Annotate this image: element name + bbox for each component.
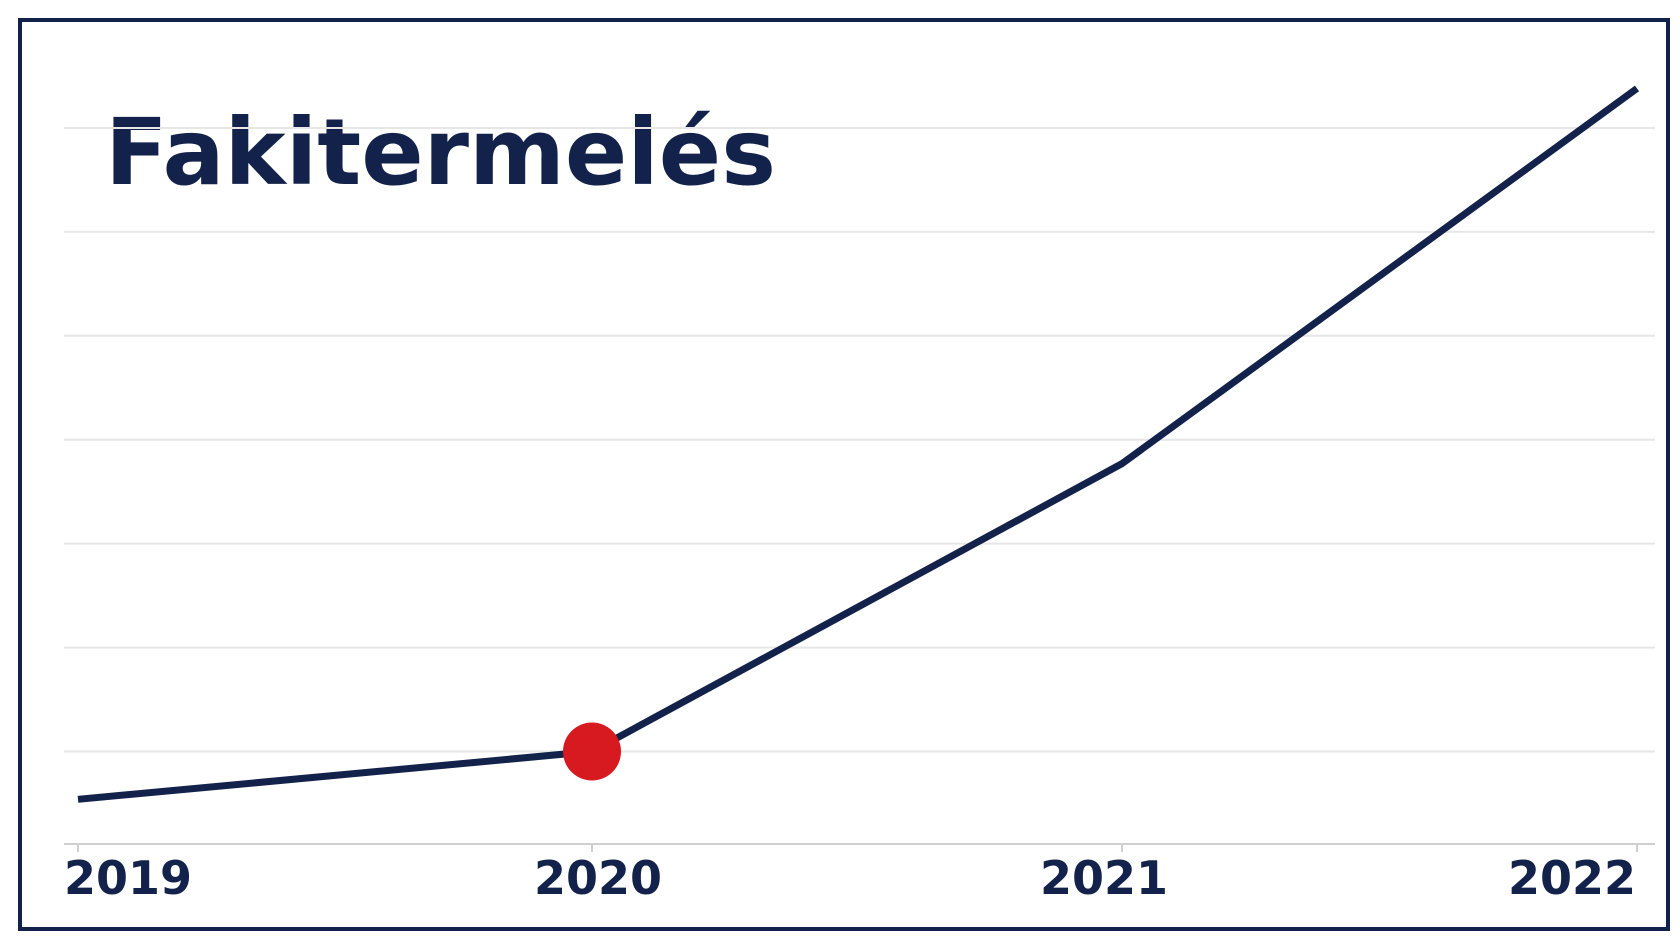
line	[77, 85, 1640, 803]
x-tick-label: 2021	[1040, 851, 1168, 905]
x-tick-label: 2020	[534, 851, 662, 905]
highlight-point	[563, 722, 621, 781]
x-tick-label: 2019	[64, 851, 192, 905]
x-tick-label: 2022	[1508, 851, 1636, 905]
chart-title: Fakitermelés	[105, 99, 776, 206]
